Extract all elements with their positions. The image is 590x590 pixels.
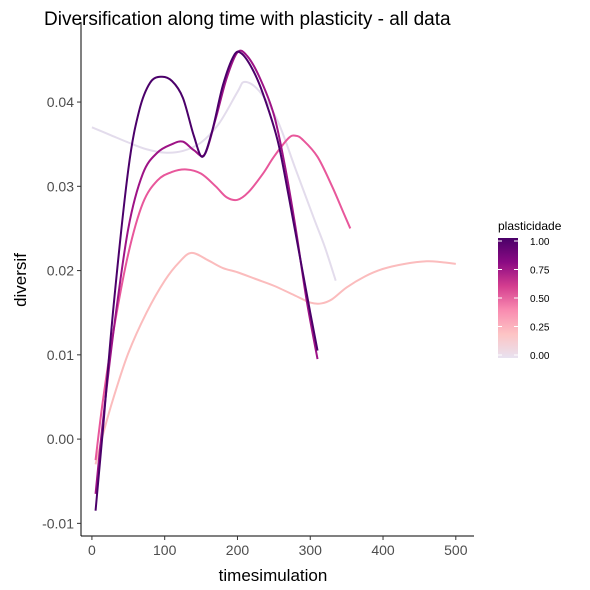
chart-title: Diversification along time with plastici… (44, 9, 451, 30)
x-tick-label: 500 (444, 542, 468, 558)
legend-title: plasticidade (498, 219, 562, 233)
series-line-0 (91, 80, 337, 281)
legend-tick-label: 0.00 (530, 351, 550, 362)
y-tick-label: -0.01 (42, 515, 74, 531)
y-axis-title: diversif (11, 253, 30, 307)
x-axis-title: timesimulation (219, 566, 328, 585)
y-tick-label: 0.02 (47, 263, 74, 279)
legend-ticks: 1.00 0.75 0.50 0.25 0.00 (498, 237, 550, 362)
legend-colorbar (498, 238, 518, 358)
x-tick-label: 200 (226, 542, 250, 558)
y-tick-label: 0.01 (47, 347, 74, 363)
series-layer (91, 49, 456, 511)
y-tick-label: 0.00 (47, 431, 74, 447)
x-tick-label: 400 (371, 542, 395, 558)
legend-tick-label: 0.25 (530, 323, 550, 334)
legend-tick-label: 0.75 (530, 266, 550, 277)
y-tick-label: 0.04 (47, 94, 74, 110)
series-line-3 (94, 49, 319, 494)
x-ticks: 0 100 200 300 400 500 (88, 536, 468, 558)
legend: plasticidade 1.00 0.75 0.50 0.25 0.00 (498, 219, 562, 362)
y-tick-label: 0.03 (47, 178, 74, 194)
legend-tick-label: 1.00 (530, 237, 550, 248)
series-line-4 (94, 50, 319, 511)
series-line-1 (94, 251, 456, 465)
legend-tick-label: 0.50 (530, 294, 550, 305)
y-ticks: -0.01 0.00 0.01 0.02 0.03 0.04 (42, 94, 81, 531)
x-tick-label: 0 (88, 542, 96, 558)
x-tick-label: 100 (153, 542, 177, 558)
series-line-2 (94, 134, 352, 461)
x-tick-label: 300 (299, 542, 323, 558)
